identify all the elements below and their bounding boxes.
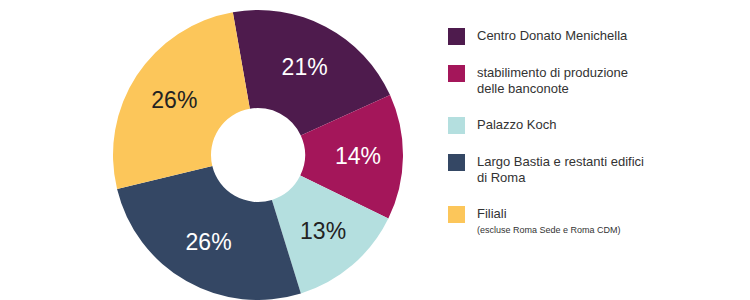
svg-text:26%: 26% (151, 87, 197, 113)
html-text:Largo Bastia e restanti edific: Largo Bastia e restanti edifici di Roma (477, 154, 644, 185)
html-text:Palazzo Koch: Palazzo Koch (477, 117, 557, 132)
svg-text:13%: 13% (300, 218, 346, 244)
svg-text:26%: 26% (186, 229, 232, 255)
svg-text:21%: 21% (282, 54, 328, 80)
html-text:stabilimento di produzione del: stabilimento di produzione delle bancono… (477, 65, 628, 96)
html-text:(escluse Roma Sede e Roma CDM): (escluse Roma Sede e Roma CDM) (477, 225, 621, 235)
svg-text:14%: 14% (335, 143, 381, 169)
html-text:Centro Donato Menichella: Centro Donato Menichella (477, 28, 628, 43)
html-text:Filiali: Filiali (477, 206, 507, 221)
